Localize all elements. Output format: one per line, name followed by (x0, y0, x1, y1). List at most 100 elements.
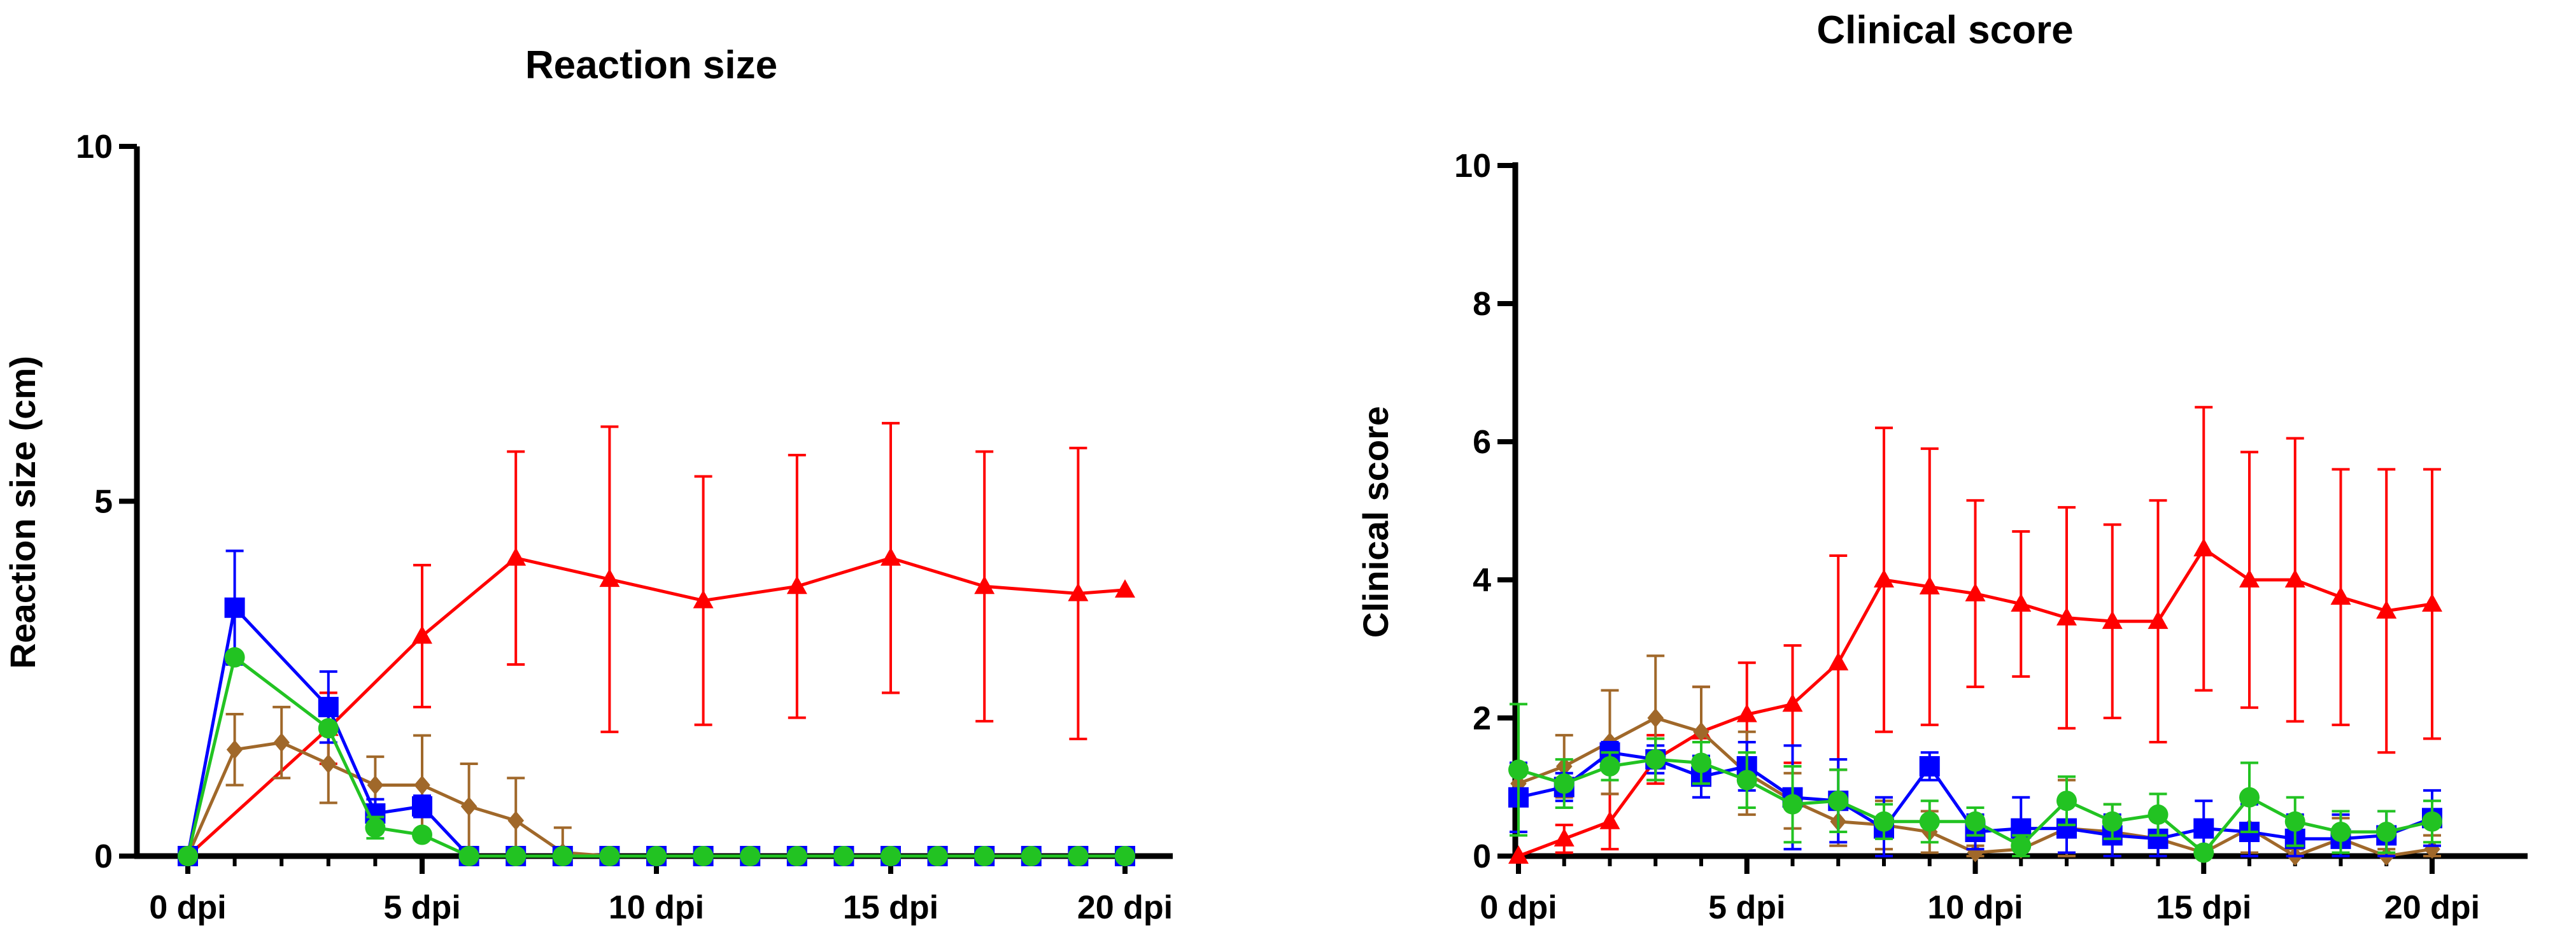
reaction-size-green-point-7 (552, 846, 573, 866)
reaction-size-green-point-6 (506, 846, 527, 866)
clinical-score-red-point-9 (1919, 576, 1940, 594)
clinical-score-red-point-20 (2422, 593, 2442, 612)
clinical-score-series-red (1508, 405, 2442, 864)
reaction-size-title: Reaction size (525, 43, 777, 87)
clinical-score-green-point-18 (2330, 822, 2351, 843)
reaction-size-green-point-14 (881, 846, 901, 866)
reaction-size-green-point-1 (224, 647, 245, 668)
clinical-score-ylabel: Clinical score (1355, 406, 1396, 638)
clinical-score-green-point-12 (2056, 791, 2077, 812)
reaction-size-x-tick-label-4: 20 dpi (1077, 889, 1173, 926)
reaction-size-green-point-3 (365, 817, 386, 838)
clinical-score-brown-point-10 (1967, 843, 1984, 862)
clinical-score-green-point-16 (2239, 787, 2260, 808)
reaction-size-green-point-18 (1068, 846, 1089, 866)
reaction-size-x-tick-label-2: 10 dpi (609, 889, 704, 926)
reaction-size-brown-point-4 (367, 775, 384, 795)
reaction-size-green-point-12 (786, 846, 807, 866)
reaction-size-blue-point-4 (412, 796, 432, 817)
clinical-score-red-point-5 (1736, 703, 1757, 722)
reaction-size-chart: Reaction size Reaction size (cm) 0 5 10 0 … (3, 43, 1173, 926)
clinical-score-green-point-7 (1828, 791, 1849, 812)
clinical-score-green-point-3 (1645, 749, 1666, 770)
clinical-score-red-point-10 (1965, 582, 1986, 601)
reaction-size-x-ticks: 0 dpi 5 dpi 10 dpi 15 dpi 20 dpi (149, 856, 1173, 926)
clinical-score-red-point-19 (2376, 600, 2397, 619)
clinical-score-green-point-11 (2011, 835, 2032, 856)
reaction-size-y-ticks: 0 5 10 (76, 129, 137, 875)
reaction-size-x-tick-label-1: 5 dpi (383, 889, 460, 926)
clinical-score-red-point-11 (2011, 593, 2032, 612)
reaction-size-red-point-4 (599, 568, 620, 587)
clinical-score-green-point-10 (1965, 811, 1986, 832)
clinical-score-red-point-13 (2102, 610, 2123, 629)
clinical-score-red-point-16 (2239, 569, 2260, 587)
reaction-size-series-blue (178, 549, 1135, 866)
clinical-score-red-point-14 (2148, 610, 2169, 629)
reaction-size-brown-point-7 (507, 811, 524, 831)
reaction-size-green-point-10 (693, 846, 714, 866)
reaction-size-series (178, 421, 1135, 866)
reaction-size-green-point-13 (833, 846, 854, 866)
clinical-score-y-tick-label-5: 10 (1454, 148, 1491, 185)
clinical-score-green-point-15 (2193, 842, 2214, 863)
clinical-score-green-point-6 (1782, 794, 1803, 815)
clinical-score-green-point-17 (2284, 811, 2305, 832)
clinical-score-red-point-6 (1782, 693, 1803, 712)
clinical-score-green-point-8 (1874, 811, 1894, 832)
clinical-score-y-tick-label-1: 2 (1473, 700, 1491, 737)
reaction-size-x-tick-label-0: 0 dpi (149, 889, 226, 926)
reaction-size-green-point-8 (599, 846, 620, 866)
reaction-size-ylabel: Reaction size (cm) (3, 356, 43, 669)
clinical-score-red-point-18 (2330, 586, 2351, 605)
reaction-size-green-point-5 (458, 846, 479, 866)
reaction-size-blue-point-1 (224, 597, 245, 618)
clinical-score-red-point-1 (1553, 828, 1575, 847)
clinical-score-red-point-0 (1508, 845, 1529, 864)
clinical-score-title: Clinical score (1816, 8, 2073, 52)
clinical-score-y-tick-label-2: 4 (1473, 562, 1491, 599)
clinical-score-x-tick-label-0: 0 dpi (1480, 889, 1557, 926)
reaction-size-brown-point-5 (414, 775, 430, 795)
clinical-score-series (1508, 405, 2442, 866)
reaction-size-x-tick-label-3: 15 dpi (843, 889, 938, 926)
reaction-size-y-tick-label-0: 0 (94, 838, 113, 875)
reaction-size-series-green (178, 647, 1135, 866)
reaction-size-green-point-15 (927, 846, 948, 866)
reaction-size-red-point-8 (974, 575, 995, 594)
clinical-score-x-tick-label-4: 20 dpi (2384, 889, 2480, 926)
reaction-size-red-point-2 (412, 625, 432, 644)
reaction-size-red-point-9 (1068, 582, 1089, 601)
reaction-size-green-point-11 (740, 846, 761, 866)
clinical-score-x-tick-label-1: 5 dpi (1708, 889, 1785, 926)
reaction-size-y-tick-label-1: 5 (94, 484, 113, 521)
clinical-score-brown-point-4 (1693, 722, 1709, 742)
reaction-size-green-point-19 (1115, 846, 1135, 866)
clinical-score-red-point-17 (2284, 569, 2305, 587)
reaction-size-green-point-16 (974, 846, 995, 866)
reaction-size-red-point-5 (693, 589, 714, 608)
reaction-size-brown-point-3 (320, 754, 337, 774)
reaction-size-y-tick-label-2: 10 (76, 129, 113, 165)
clinical-score-x-tick-label-2: 10 dpi (1927, 889, 2023, 926)
reaction-size-red-point-3 (506, 547, 527, 566)
clinical-score-chart: Clinical score Clinical score 0 2 4 6 8 10 0 … (1355, 8, 2528, 926)
reaction-size-red-point-6 (786, 575, 807, 594)
clinical-score-x-tick-label-3: 15 dpi (2156, 889, 2251, 926)
reaction-size-green-point-17 (1021, 846, 1042, 866)
clinical-score-red-point-12 (2056, 607, 2077, 626)
clinical-score-y-tick-label-0: 0 (1473, 838, 1491, 875)
clinical-score-green-point-0 (1508, 759, 1529, 780)
clinical-score-red-point-15 (2193, 538, 2214, 557)
clinical-score-green-point-2 (1599, 756, 1620, 777)
reaction-size-brown-point-6 (460, 796, 478, 817)
clinical-score-x-ticks: 0 dpi 5 dpi 10 dpi 15 dpi 20 dpi (1480, 856, 2480, 926)
reaction-size-brown-point-2 (273, 733, 290, 752)
reaction-size-red-point-10 (1115, 579, 1135, 598)
clinical-score-red-point-2 (1599, 810, 1620, 829)
clinical-score-blue-point-15 (2193, 818, 2214, 839)
clinical-score-brown-point-20 (2424, 839, 2440, 859)
clinical-score-green-point-13 (2102, 811, 2123, 832)
reaction-size-green-point-2 (318, 718, 339, 739)
